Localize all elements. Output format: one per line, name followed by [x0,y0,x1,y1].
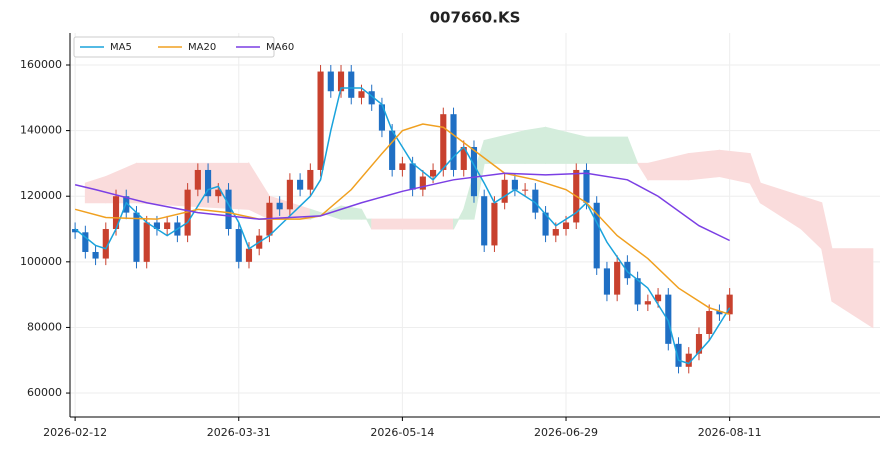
candle-body [491,202,498,246]
candle-body [522,189,529,191]
candle-body [501,179,508,203]
candle-body [675,343,682,367]
ma-line [74,87,731,365]
legend-label: MA5 [110,42,132,53]
x-tick-label: 2026-05-14 [370,426,434,439]
candle-body [542,212,549,236]
candle-body [133,212,140,262]
candle-body [562,222,570,230]
cloud-segment [524,126,547,164]
candle-body [481,196,488,246]
candle-body [665,294,672,344]
candle-body [297,179,304,190]
cloud-segment [831,248,874,329]
candle-body [225,189,232,230]
candle-body [655,294,662,302]
candle-body [460,147,467,170]
y-tick-label: 160000 [20,58,62,71]
candle-body [552,229,559,236]
cloud-segment [585,136,628,164]
y-tick-label: 80000 [27,320,62,333]
candle-body [245,248,253,262]
x-tick-label: 2026-02-12 [43,426,107,439]
candle-body [389,130,396,170]
candle-body [706,311,713,334]
candle-body [593,202,600,269]
candle-body [409,163,416,190]
y-tick-label: 120000 [20,189,62,202]
x-tick-label: 2026-03-31 [207,426,271,439]
candle-body [184,189,191,236]
candle-body [348,71,355,98]
candle-body [327,71,334,92]
candle-body [368,91,375,105]
candle-body [82,232,89,252]
candle-body [716,311,723,315]
candle-body [153,222,160,230]
candle-body [358,91,365,98]
y-tick-label: 60000 [27,386,62,399]
candle-body [164,222,171,230]
candle-body [143,222,150,262]
cloud-segment [371,218,455,230]
candle-body [205,169,212,197]
ma-line [74,172,730,242]
candle-body [685,353,692,367]
legend-label: MA20 [188,42,216,53]
candle-body [102,229,109,259]
candle-body [430,169,437,177]
candle-body [511,179,518,190]
ma-line [74,123,730,316]
cloud-segment [626,136,639,164]
candle-body [470,147,478,197]
candle-body [378,104,385,131]
y-tick-label: 100000 [20,255,62,268]
candle-body [532,189,539,213]
candle-body [644,301,651,305]
candle-body [614,261,621,295]
candle-body [440,114,447,170]
x-tick-label: 2026-08-11 [698,426,762,439]
x-tick-label: 2026-06-29 [534,426,598,439]
candle-body [72,229,79,233]
cloud-segment [688,149,720,181]
cloud-segment [135,162,189,207]
candle-body [419,176,426,190]
chart-title: 007660.KS [430,9,521,27]
candle-body [603,268,610,295]
candle-body [276,202,283,210]
candle-body [695,333,703,354]
candle-body [92,251,99,259]
candle-body [399,163,406,170]
legend-label: MA60 [266,42,294,53]
candle-body [235,229,242,262]
y-tick-label: 140000 [20,124,62,137]
candle-body [450,114,457,170]
candle-body [286,179,293,210]
candle-body [583,169,590,203]
candle-body [317,71,324,170]
candle-body [726,294,733,315]
candle-body [337,71,345,92]
candle-body [307,169,314,190]
candle-body [215,189,222,197]
candle-body [634,278,641,305]
candle-body [624,261,631,279]
candle-body [194,169,201,190]
candle-body [112,196,120,230]
